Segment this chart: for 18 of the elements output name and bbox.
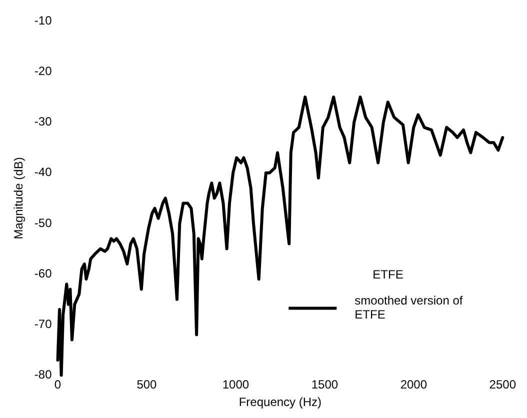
y-tick-label: -30 [34,114,52,129]
x-tick-label: 1500 [311,378,338,392]
x-tick-label: 2000 [400,378,428,392]
legend-label: smoothed version of ETFE [354,294,464,322]
y-tick-label: -10 [34,14,52,28]
y-axis-title: Magnitude (dB) [12,157,26,240]
y-tick-label: -60 [34,266,52,280]
y-tick-label: -20 [34,64,52,78]
x-tick-label: 0 [54,378,62,392]
x-tick-label: 1000 [222,378,250,392]
x-tick-label: 500 [136,378,158,392]
y-tick-label: -40 [34,165,52,180]
y-tick-label: -80 [34,368,52,382]
x-axis-title: Frequency (Hz) [238,395,322,410]
legend-title: ETFE [372,268,404,282]
y-tick-label: -70 [34,316,52,331]
x-tick-label: 2500 [489,378,516,392]
y-tick-label: -50 [34,216,52,230]
